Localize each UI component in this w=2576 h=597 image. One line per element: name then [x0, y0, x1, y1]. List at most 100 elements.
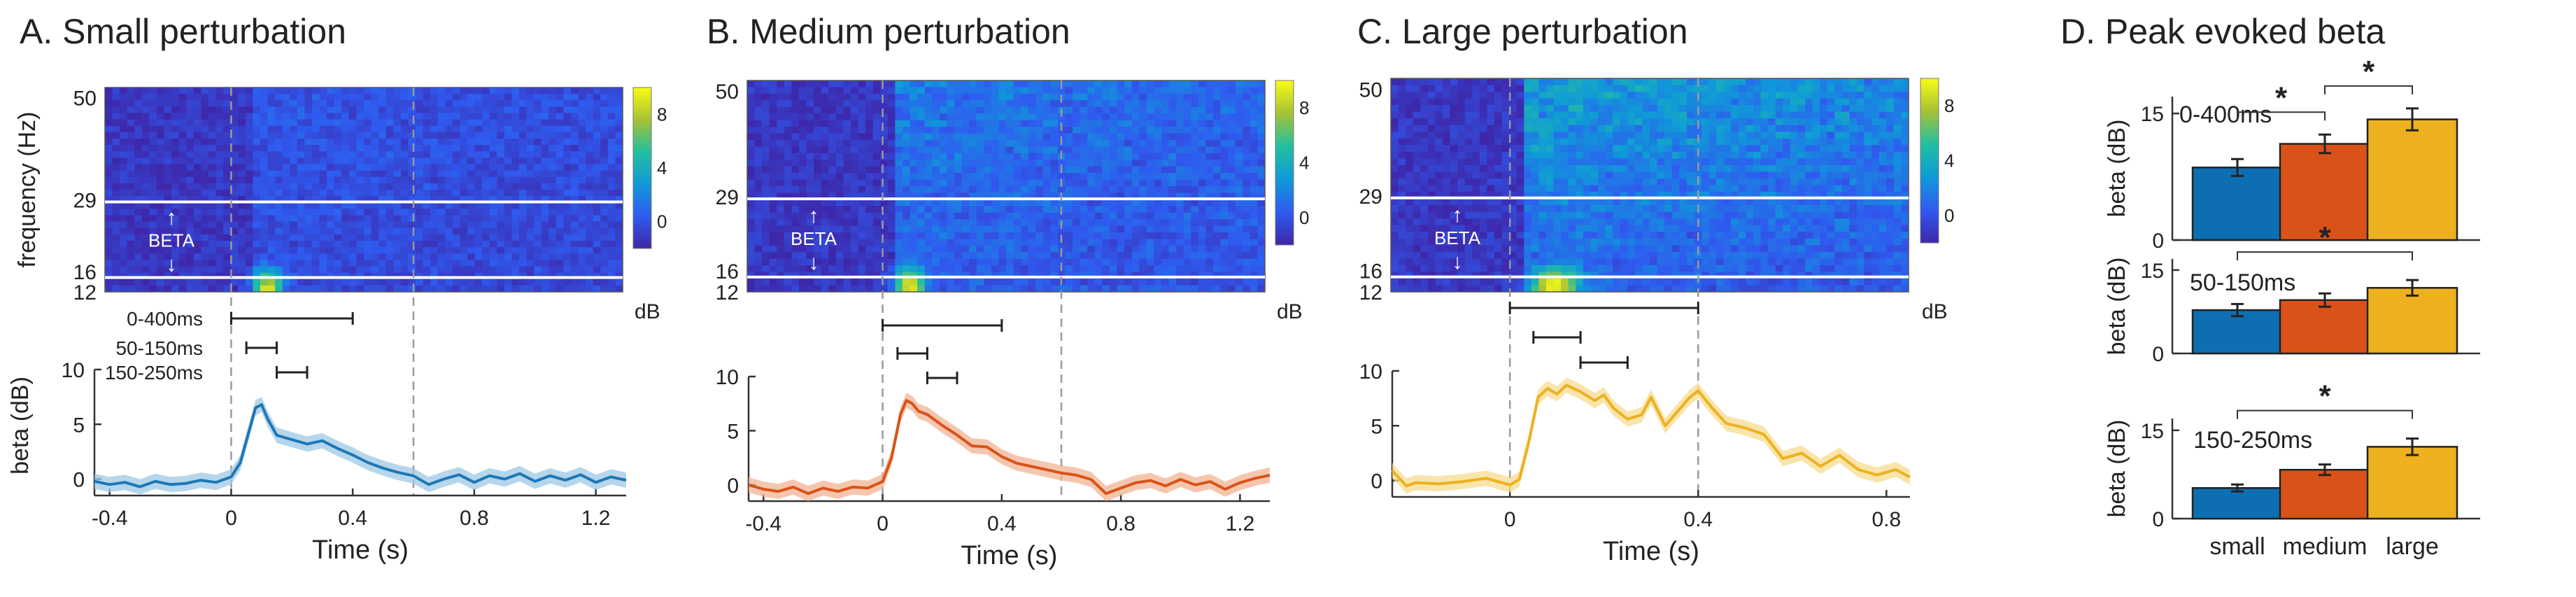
spectrogram-cell: [504, 183, 513, 190]
spectrogram-cell: [615, 196, 623, 203]
spectrogram-cell: [924, 166, 933, 174]
spectrogram-cell: [858, 258, 866, 266]
spectrogram-cell: [393, 151, 402, 158]
spectrogram-cell: [1406, 118, 1414, 126]
spectrogram-cell: [1139, 179, 1147, 187]
spectrogram-cell: [769, 166, 777, 174]
spectrogram-cell: [1257, 153, 1266, 160]
spectrogram-cell: [872, 120, 881, 127]
spectrogram-cell: [1198, 279, 1207, 286]
spectrogram-cell: [1243, 93, 1251, 101]
spectrogram-cell: [127, 253, 135, 260]
spectrogram-cell: [178, 253, 187, 260]
spectrogram-cell: [984, 153, 992, 160]
spectrogram-cell: [917, 285, 926, 293]
spectrogram-cell: [467, 253, 476, 260]
spectrogram-cell: [821, 93, 829, 101]
spectrogram-cell: [1406, 205, 1414, 213]
spectrogram-cell: [356, 260, 365, 267]
spectrogram-cell: [1243, 212, 1251, 220]
spectrogram-cell: [312, 285, 320, 293]
spectrogram-cell: [932, 285, 940, 293]
spectrogram-cell: [762, 133, 770, 141]
spectrogram-cell: [489, 279, 497, 286]
spectrogram-cell: [1435, 225, 1443, 232]
spectrogram-cell: [193, 272, 202, 280]
spectrogram-cell: [519, 183, 528, 190]
spectrogram-cell: [939, 279, 948, 286]
spectrogram-cell: [1243, 206, 1251, 213]
spectrogram-cell: [541, 94, 549, 101]
spectrogram-cell: [334, 241, 342, 248]
spectrogram-cell: [754, 252, 763, 260]
spectrogram-cell: [348, 145, 358, 152]
colorbar-tick-label: 4: [657, 157, 667, 178]
spectrogram-cell: [120, 176, 128, 184]
spectrogram-cell: [1235, 192, 1243, 200]
spectrogram-cell: [1139, 160, 1147, 167]
spectrogram-cell: [791, 166, 800, 174]
spectrogram-cell: [1450, 145, 1458, 153]
spectrogram-cell: [497, 202, 505, 209]
spectrogram-cell: [1131, 133, 1140, 141]
spectrogram-cell: [1235, 113, 1243, 121]
spectrogram-cell: [334, 253, 342, 260]
spectrogram-cell: [157, 106, 165, 114]
spectrogram-cell: [149, 125, 157, 133]
spectrogram-cell: [356, 272, 365, 280]
spectrogram-cell: [1183, 113, 1191, 121]
spectrogram-cell: [1235, 160, 1243, 167]
spectrogram-cell: [1427, 285, 1436, 293]
spectrogram-cell: [1131, 206, 1140, 213]
spectrogram-cell: [445, 260, 453, 267]
spectrogram-cell: [1413, 105, 1421, 113]
spectrogram-cell: [127, 113, 135, 120]
spectrogram-cell: [275, 253, 283, 260]
spectrogram-cell: [334, 100, 342, 107]
spectrogram-cell: [171, 272, 180, 280]
spectrogram-cell: [1213, 186, 1222, 194]
spectrogram-cell: [600, 100, 609, 107]
spectrogram-cell: [976, 139, 984, 147]
spectrogram-cell: [754, 285, 763, 293]
spectrogram-cell: [127, 170, 135, 178]
spectrogram-cell: [1443, 278, 1451, 286]
spectrogram-cell: [895, 133, 903, 141]
spectrogram-cell: [555, 285, 565, 293]
spectrogram-cell: [1183, 252, 1191, 260]
spectrogram-cell: [769, 239, 777, 246]
spectrogram-cell: [571, 176, 579, 184]
spectrogram-cell: [747, 160, 756, 167]
spectrogram-cell: [497, 241, 505, 248]
spectrogram-cell: [910, 133, 918, 141]
spectrogram-cell: [385, 209, 394, 216]
spectrogram-cell: [754, 279, 763, 286]
spectrogram-cell: [416, 209, 424, 216]
spectrogram-cell: [563, 241, 572, 248]
spectrogram-cell: [880, 232, 889, 240]
spectrogram-cell: [1420, 111, 1429, 119]
spectrogram-cell: [1450, 272, 1458, 279]
spectrogram-cell: [932, 166, 940, 174]
spectrogram-cell: [1420, 278, 1429, 286]
spectrogram-cell: [1183, 265, 1191, 273]
spectrogram-cell: [511, 139, 520, 146]
spectrogram-cell: [423, 215, 431, 223]
spectrogram-cell: [615, 221, 623, 229]
spectrogram-cell: [1102, 113, 1110, 121]
spectrogram-cell: [378, 227, 387, 235]
spectrogram-cell: [615, 260, 623, 267]
spectrogram-cell: [230, 125, 239, 133]
spectrogram-cell: [371, 139, 379, 146]
spectrogram-cell: [961, 212, 970, 220]
spectrogram-cell: [1398, 178, 1406, 186]
spectrogram-cell: [238, 170, 246, 178]
spectrogram-cell: [1427, 151, 1436, 159]
spectrogram-cell: [504, 170, 513, 178]
spectrogram-cell: [835, 258, 844, 266]
spectrogram-cell: [969, 87, 977, 94]
spectrogram-cell: [134, 87, 143, 94]
spectrogram-cell: [991, 133, 1000, 141]
spectrogram-cell: [578, 215, 586, 223]
spectrogram-cell: [1427, 171, 1436, 179]
